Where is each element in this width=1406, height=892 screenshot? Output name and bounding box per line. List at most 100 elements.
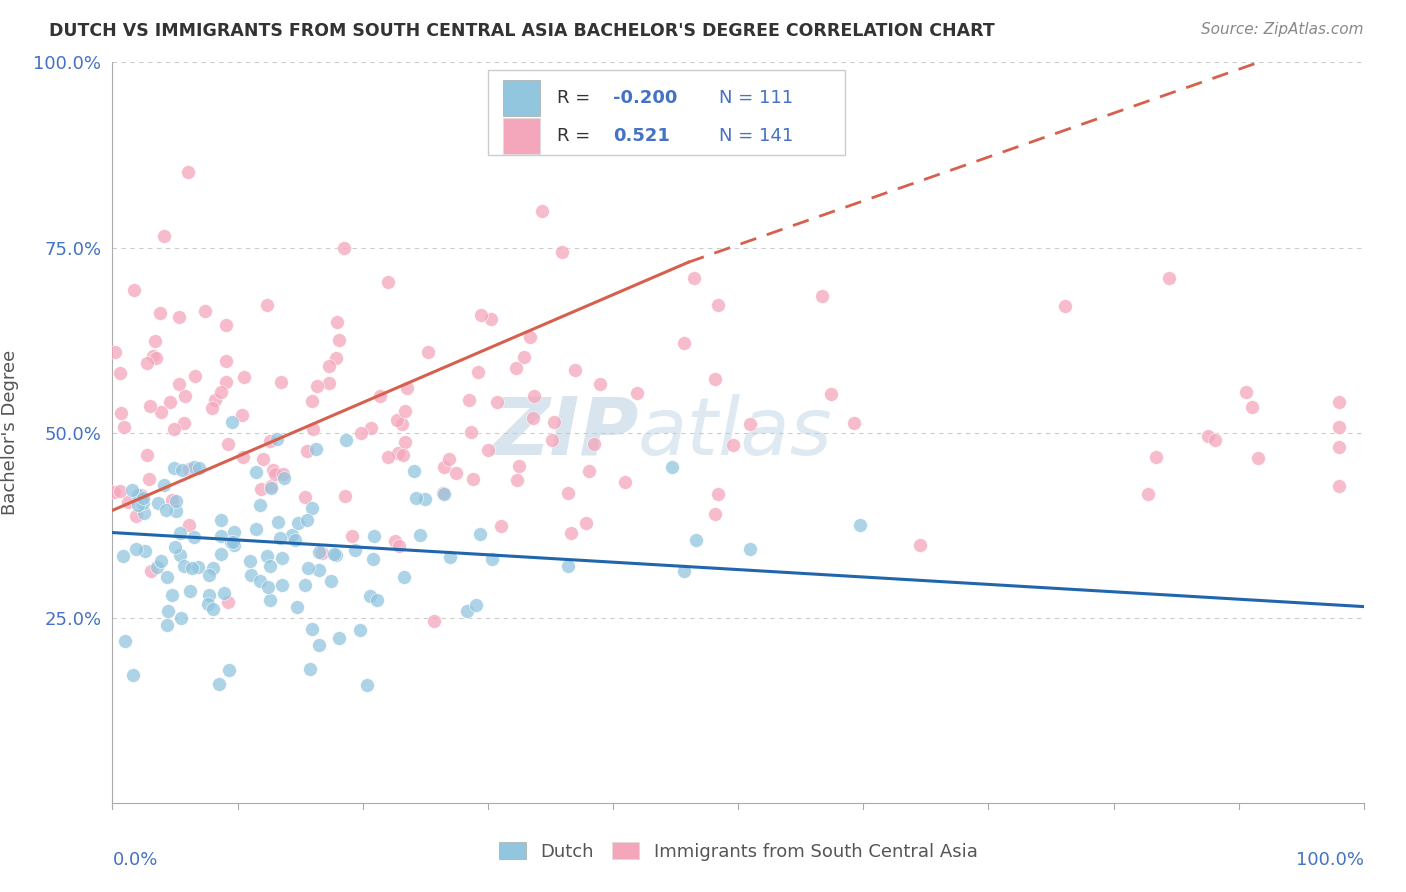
Point <box>477 442 499 457</box>
Text: 0.521: 0.521 <box>613 128 669 145</box>
Point <box>685 533 707 547</box>
Point <box>294 578 316 592</box>
Point <box>392 570 415 584</box>
Point <box>543 415 565 429</box>
Bar <box>503 80 540 116</box>
Point <box>335 433 357 447</box>
Point <box>269 531 291 545</box>
Point <box>108 484 131 499</box>
Text: ZIP: ZIP <box>491 393 638 472</box>
Point <box>489 519 512 533</box>
Point <box>349 623 371 637</box>
Point <box>142 349 165 363</box>
Point <box>134 506 156 520</box>
Point <box>613 475 636 489</box>
Point <box>322 547 344 561</box>
Point <box>127 488 149 502</box>
Point <box>132 495 155 509</box>
Point <box>626 385 648 400</box>
Point <box>201 601 224 615</box>
Point <box>177 165 200 179</box>
Point <box>183 460 205 475</box>
Point <box>1136 486 1159 500</box>
Text: R =: R = <box>557 89 596 107</box>
Point <box>1204 433 1226 447</box>
Point <box>197 588 219 602</box>
Point <box>328 631 350 645</box>
Point <box>149 554 172 568</box>
Point <box>721 438 744 452</box>
Point <box>211 384 233 399</box>
Point <box>356 678 378 692</box>
Point <box>578 463 600 477</box>
Point <box>589 377 612 392</box>
Point <box>551 245 574 260</box>
Point <box>194 303 217 318</box>
Point <box>301 421 323 435</box>
Point <box>187 560 209 574</box>
Point <box>212 586 235 600</box>
Point <box>301 622 323 636</box>
Point <box>122 283 145 297</box>
Point <box>673 335 696 350</box>
Point <box>138 471 160 485</box>
Point <box>849 518 872 533</box>
Point <box>388 539 411 553</box>
Point <box>222 525 245 540</box>
Point <box>231 408 253 422</box>
Point <box>149 306 172 320</box>
Point <box>301 394 323 409</box>
Point <box>301 500 323 515</box>
Point <box>707 298 730 312</box>
Point <box>308 563 330 577</box>
Point <box>523 389 546 403</box>
Point <box>1327 419 1350 434</box>
Point <box>394 435 416 450</box>
Point <box>215 318 238 333</box>
Text: 0.0%: 0.0% <box>112 851 157 869</box>
Point <box>740 541 762 556</box>
Point <box>156 618 179 632</box>
Point <box>110 406 132 420</box>
Point <box>127 498 149 512</box>
Point <box>368 389 391 403</box>
Point <box>519 330 541 344</box>
Point <box>221 415 243 429</box>
Point <box>198 568 221 582</box>
Point <box>163 461 186 475</box>
Point <box>285 599 308 614</box>
Point <box>340 529 363 543</box>
Point <box>391 417 413 432</box>
Point <box>522 411 544 425</box>
Point <box>1157 271 1180 285</box>
Point <box>219 534 242 549</box>
Point <box>294 490 316 504</box>
Point <box>153 478 176 492</box>
Point <box>308 545 330 559</box>
Point <box>179 461 201 475</box>
Point <box>222 535 245 549</box>
Point <box>165 494 187 508</box>
Point <box>661 460 683 475</box>
Point <box>177 517 200 532</box>
Point <box>683 271 706 285</box>
Point <box>395 381 418 395</box>
Point <box>179 584 201 599</box>
Point <box>125 541 148 556</box>
Point <box>197 597 219 611</box>
Point <box>108 366 131 380</box>
Y-axis label: Bachelor's Degree: Bachelor's Degree <box>1 350 20 516</box>
Point <box>704 372 727 386</box>
Point <box>149 405 172 419</box>
Point <box>129 488 152 502</box>
Point <box>174 389 197 403</box>
Point <box>163 422 186 436</box>
Point <box>416 345 439 359</box>
Point <box>169 525 191 540</box>
Point <box>377 275 399 289</box>
Point <box>413 491 436 506</box>
Point <box>117 494 139 508</box>
Text: Source: ZipAtlas.com: Source: ZipAtlas.com <box>1201 22 1364 37</box>
Point <box>249 498 271 512</box>
Point <box>318 359 340 373</box>
